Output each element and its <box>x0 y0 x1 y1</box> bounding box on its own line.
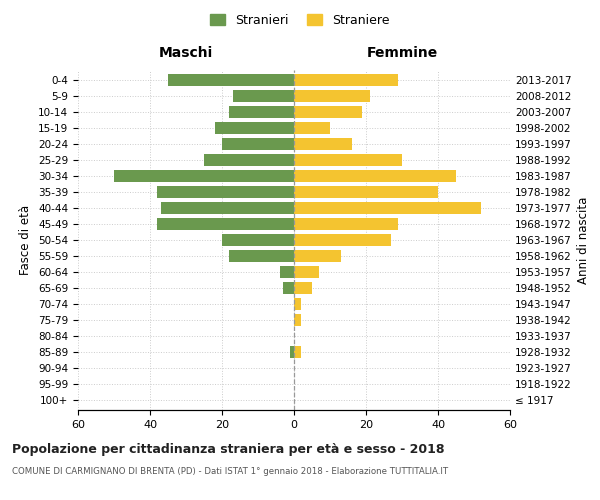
Bar <box>294 266 319 278</box>
Text: COMUNE DI CARMIGNANO DI BRENTA (PD) - Dati ISTAT 1° gennaio 2018 - Elaborazione : COMUNE DI CARMIGNANO DI BRENTA (PD) - Da… <box>12 468 448 476</box>
Bar <box>114 170 294 182</box>
Bar <box>290 346 294 358</box>
Bar <box>222 138 294 150</box>
Bar <box>294 106 362 118</box>
Bar <box>157 218 294 230</box>
Bar <box>157 186 294 198</box>
Bar <box>229 106 294 118</box>
Bar <box>280 266 294 278</box>
Bar <box>294 90 370 102</box>
Bar <box>229 250 294 262</box>
Bar <box>294 282 312 294</box>
Bar <box>294 346 301 358</box>
Bar <box>294 122 330 134</box>
Bar <box>294 218 398 230</box>
Bar <box>294 74 398 86</box>
Bar <box>294 186 438 198</box>
Bar <box>294 170 456 182</box>
Bar <box>233 90 294 102</box>
Text: Popolazione per cittadinanza straniera per età e sesso - 2018: Popolazione per cittadinanza straniera p… <box>12 442 445 456</box>
Bar <box>222 234 294 246</box>
Bar <box>294 298 301 310</box>
Bar <box>294 202 481 214</box>
Bar <box>283 282 294 294</box>
Text: Femmine: Femmine <box>367 46 437 60</box>
Bar <box>215 122 294 134</box>
Bar <box>168 74 294 86</box>
Bar <box>294 234 391 246</box>
Y-axis label: Fasce di età: Fasce di età <box>19 205 32 275</box>
Bar <box>204 154 294 166</box>
Text: Maschi: Maschi <box>159 46 213 60</box>
Bar <box>294 154 402 166</box>
Y-axis label: Anni di nascita: Anni di nascita <box>577 196 590 284</box>
Bar <box>161 202 294 214</box>
Bar <box>294 250 341 262</box>
Bar <box>294 314 301 326</box>
Legend: Stranieri, Straniere: Stranieri, Straniere <box>205 8 395 32</box>
Bar <box>294 138 352 150</box>
